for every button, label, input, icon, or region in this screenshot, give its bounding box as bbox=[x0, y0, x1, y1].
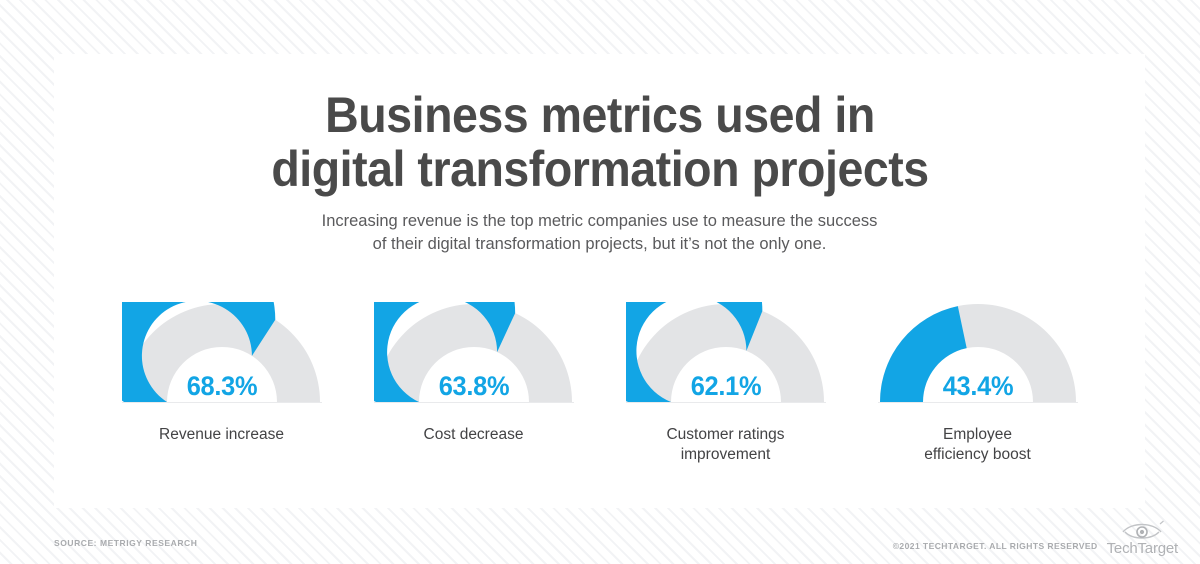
gauge-track-arc bbox=[627, 304, 824, 402]
footer-right-group: ©2021 TECHTARGET. ALL RIGHTS RESERVED Te… bbox=[893, 520, 1178, 556]
gauge-value-text: 63.8% bbox=[438, 371, 509, 401]
eye-icon bbox=[1122, 520, 1165, 539]
page-title-line-2: digital transformation projects bbox=[270, 141, 929, 197]
gauge-value-arc bbox=[373, 302, 515, 402]
gauge-item-revenue-increase: 68.3% Revenue increase bbox=[96, 302, 348, 445]
gauge-label-employee-efficiency-boost: Employee efficiency boost bbox=[863, 425, 1093, 465]
gauge-value-text: 62.1% bbox=[690, 371, 761, 401]
gauge-value-arc bbox=[121, 302, 275, 402]
page-title-line-1: Business metrics used in bbox=[324, 87, 875, 143]
gauge-chart-group: 68.3% Revenue increase 63.8% Cost decrea… bbox=[54, 302, 1145, 465]
gauge-label-line-1: Revenue increase bbox=[159, 426, 284, 443]
gauge-arc-cost-decrease bbox=[373, 302, 572, 402]
gauge-arc-employee-efficiency-boost bbox=[879, 304, 1076, 402]
gauge-customer-ratings-improvement: 62.1% bbox=[625, 302, 826, 410]
gauge-baseline bbox=[121, 402, 322, 403]
gauge-track-arc bbox=[375, 304, 572, 402]
gauge-track-arc bbox=[123, 304, 320, 402]
source-credit: SOURCE: METRIGY RESEARCH bbox=[54, 538, 198, 548]
gauge-label-customer-ratings-improvement: Customer ratings improvement bbox=[611, 425, 841, 465]
page-subtitle-line-1: Increasing revenue is the top metric com… bbox=[321, 212, 878, 230]
page-title: Business metrics used in digital transfo… bbox=[228, 88, 972, 196]
techtarget-wordmark: TechTarget bbox=[1106, 540, 1179, 557]
gauge-label-line-2: efficiency boost bbox=[924, 446, 1031, 463]
gauge-value-arc bbox=[879, 306, 967, 402]
gauge-baseline bbox=[877, 402, 1078, 403]
page-subtitle: Increasing revenue is the top metric com… bbox=[260, 210, 940, 256]
gauge-employee-efficiency-boost: 43.4% bbox=[877, 302, 1078, 410]
gauge-arc-customer-ratings-improvement bbox=[625, 302, 824, 402]
techtarget-logo: TechTarget bbox=[1107, 520, 1178, 556]
gauge-item-cost-decrease: 63.8% Cost decrease bbox=[348, 302, 600, 445]
gauge-arc-revenue-increase bbox=[121, 302, 320, 402]
gauge-item-employee-efficiency-boost: 43.4% Employee efficiency boost bbox=[852, 302, 1104, 465]
gauge-label-line-2: improvement bbox=[680, 446, 771, 463]
gauge-item-customer-ratings-improvement: 62.1% Customer ratings improvement bbox=[600, 302, 852, 465]
gauge-cost-decrease: 63.8% bbox=[373, 302, 574, 410]
gauge-value-text: 43.4% bbox=[942, 371, 1013, 401]
page-subtitle-line-2: of their digital transformation projects… bbox=[372, 235, 827, 253]
gauge-label-line-1: Customer ratings bbox=[666, 426, 785, 443]
gauge-value-arc bbox=[625, 302, 762, 402]
gauge-revenue-increase: 68.3% bbox=[121, 302, 322, 410]
gauge-label-line-1: Cost decrease bbox=[423, 426, 524, 443]
gauge-label-revenue-increase: Revenue increase bbox=[107, 425, 337, 445]
copyright-notice: ©2021 TECHTARGET. ALL RIGHTS RESERVED bbox=[892, 541, 1098, 551]
gauge-baseline bbox=[625, 402, 826, 403]
gauge-value-text: 68.3% bbox=[186, 371, 257, 401]
gauge-label-line-1: Employee bbox=[943, 426, 1012, 443]
gauge-label-cost-decrease: Cost decrease bbox=[359, 425, 589, 445]
gauge-baseline bbox=[373, 402, 574, 403]
infographic-card: Business metrics used in digital transfo… bbox=[54, 54, 1145, 508]
header: Business metrics used in digital transfo… bbox=[54, 54, 1145, 256]
